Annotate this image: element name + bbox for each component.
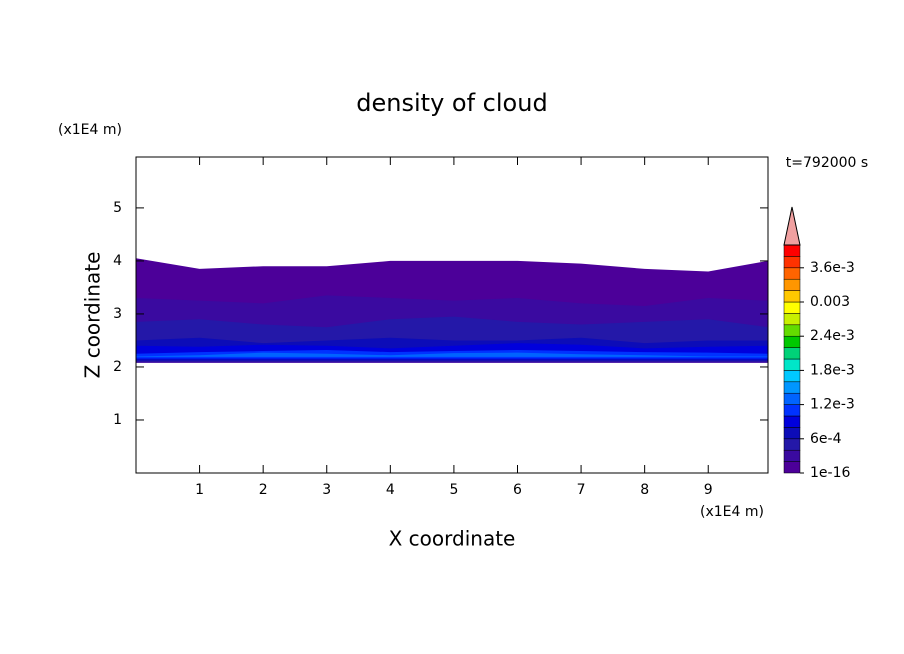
colorbar-band — [783, 335, 801, 348]
x-tick-label: 6 — [513, 482, 522, 498]
colorbar-tick-label: 6e-4 — [810, 431, 842, 447]
y-unit: (x1E4 m) — [58, 122, 122, 138]
x-tick-label: 1 — [195, 482, 204, 498]
colorbar-band — [783, 404, 801, 417]
colorbar-tick-label: 1.2e-3 — [810, 397, 855, 413]
y-tick-label: 4 — [113, 253, 122, 269]
colorbar-band — [783, 415, 801, 428]
colorbar-tick-label: 1e-16 — [810, 465, 850, 481]
colorbar-band — [783, 301, 801, 314]
colorbar-tick-label: 3.6e-3 — [810, 260, 855, 276]
x-tick-label: 4 — [386, 482, 395, 498]
x-tick-label: 9 — [704, 482, 713, 498]
x-tick-label: 7 — [577, 482, 586, 498]
x-tick-label: 3 — [322, 482, 331, 498]
colorbar-band — [783, 381, 801, 394]
y-tick-label: 1 — [113, 412, 122, 428]
x-tick-label: 8 — [640, 482, 649, 498]
y-axis-label: Z coordinate — [81, 252, 105, 379]
colorbar-tick-label: 0.003 — [810, 294, 850, 310]
chart-title: density of cloud — [356, 89, 547, 117]
colorbar-band — [783, 347, 801, 360]
colorbar-band — [783, 358, 801, 371]
colorbar-band — [783, 427, 801, 440]
x-unit: (x1E4 m) — [700, 504, 764, 520]
contour-band — [136, 352, 768, 357]
y-tick-label: 3 — [113, 306, 122, 322]
plot-frame — [135, 156, 769, 474]
colorbar-band — [783, 370, 801, 383]
x-tick-label: 2 — [259, 482, 268, 498]
colorbar-band — [783, 278, 801, 291]
colorbar-tick-label: 1.8e-3 — [810, 362, 855, 378]
colorbar-band — [783, 267, 801, 280]
colorbar-band — [783, 461, 801, 474]
colorbar-extension — [783, 206, 801, 246]
colorbar-band — [783, 449, 801, 462]
colorbar-band — [783, 244, 801, 257]
colorbar-band — [783, 290, 801, 303]
y-tick-label: 2 — [113, 359, 122, 375]
y-tick-label: 5 — [113, 200, 122, 216]
colorbar-band — [783, 438, 801, 451]
colorbar-tick-label: 2.4e-3 — [810, 328, 855, 344]
colorbar-band — [783, 256, 801, 269]
colorbar-band — [783, 392, 801, 405]
x-tick-label: 5 — [449, 482, 458, 498]
colorbar-band — [783, 324, 801, 337]
colorbar-band — [783, 313, 801, 326]
x-axis-label: X coordinate — [389, 527, 516, 551]
time-label: t=792000 s — [786, 155, 868, 171]
